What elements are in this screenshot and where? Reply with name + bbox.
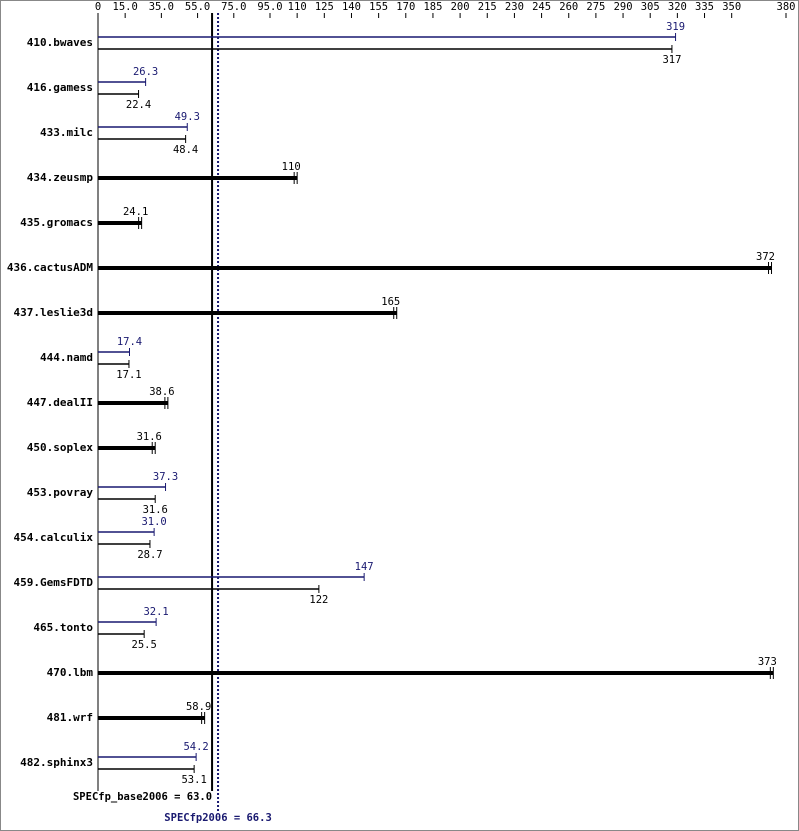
benchmark-label: 433.milc xyxy=(40,126,93,139)
benchmark-label: 410.bwaves xyxy=(27,36,93,49)
x-tick-label: 200 xyxy=(451,1,470,13)
value-label: 58.9 xyxy=(186,701,211,713)
x-tick-label: 55.0 xyxy=(185,1,210,13)
value-label: 31.6 xyxy=(143,504,168,516)
benchmark-label: 416.gamess xyxy=(27,81,93,94)
benchmark-label: 482.sphinx3 xyxy=(20,756,93,769)
value-label: 317 xyxy=(662,54,681,66)
x-tick-label: 15.0 xyxy=(113,1,138,13)
x-tick-label: 95.0 xyxy=(257,1,282,13)
benchmark-label: 470.lbm xyxy=(47,666,94,679)
value-label: 22.4 xyxy=(126,99,151,111)
value-label: 319 xyxy=(666,21,685,33)
value-label: 32.1 xyxy=(143,606,168,618)
x-tick-label: 290 xyxy=(614,1,633,13)
x-tick-label: 380 xyxy=(777,1,796,13)
x-tick-label: 305 xyxy=(641,1,660,13)
x-tick-label: 275 xyxy=(586,1,605,13)
benchmark-label: 434.zeusmp xyxy=(27,171,94,184)
benchmark-label: 481.wrf xyxy=(47,711,93,724)
value-label: 122 xyxy=(309,594,328,606)
benchmark-label: 444.namd xyxy=(40,351,93,364)
value-label: 147 xyxy=(355,561,374,573)
x-tick-label: 170 xyxy=(396,1,415,13)
value-label: 372 xyxy=(756,251,775,263)
value-label: 49.3 xyxy=(175,111,200,123)
benchmark-label: 436.cactusADM xyxy=(7,261,93,274)
benchmark-label: 435.gromacs xyxy=(20,216,93,229)
x-tick-label: 215 xyxy=(478,1,497,13)
value-label: 54.2 xyxy=(183,741,208,753)
benchmark-label: 459.GemsFDTD xyxy=(14,576,94,589)
x-tick-label: 260 xyxy=(559,1,578,13)
value-label: 25.5 xyxy=(132,639,157,651)
value-label: 373 xyxy=(758,656,777,668)
value-label: 110 xyxy=(282,161,301,173)
x-tick-label: 185 xyxy=(423,1,442,13)
x-tick-label: 140 xyxy=(342,1,361,13)
x-tick-label: 125 xyxy=(315,1,334,13)
reference-label: SPECfp_base2006 = 63.0 xyxy=(73,791,212,803)
benchmark-label: 450.soplex xyxy=(27,441,94,454)
value-label: 53.1 xyxy=(181,774,206,786)
benchmark-label: 447.dealII xyxy=(27,396,93,409)
value-label: 31.0 xyxy=(141,516,166,528)
x-tick-label: 320 xyxy=(668,1,687,13)
benchmark-label: 465.tonto xyxy=(33,621,93,634)
value-label: 17.1 xyxy=(116,369,141,381)
value-label: 26.3 xyxy=(133,66,158,78)
x-tick-label: 350 xyxy=(722,1,741,13)
benchmark-label: 453.povray xyxy=(27,486,94,499)
value-label: 31.6 xyxy=(137,431,162,443)
x-tick-label: 335 xyxy=(695,1,714,13)
x-tick-label: 0 xyxy=(95,1,101,13)
value-label: 28.7 xyxy=(137,549,162,561)
benchmark-label: 454.calculix xyxy=(14,531,94,544)
x-tick-label: 110 xyxy=(288,1,307,13)
reference-label: SPECfp2006 = 66.3 xyxy=(164,812,271,824)
value-label: 38.6 xyxy=(149,386,174,398)
value-label: 165 xyxy=(381,296,400,308)
x-tick-label: 155 xyxy=(369,1,388,13)
x-tick-label: 35.0 xyxy=(149,1,174,13)
benchmark-label: 437.leslie3d xyxy=(14,306,93,319)
value-label: 37.3 xyxy=(153,471,178,483)
value-label: 17.4 xyxy=(117,336,142,348)
x-tick-label: 230 xyxy=(505,1,524,13)
value-label: 48.4 xyxy=(173,144,198,156)
x-tick-label: 75.0 xyxy=(221,1,246,13)
x-tick-label: 245 xyxy=(532,1,551,13)
value-label: 24.1 xyxy=(123,206,148,218)
